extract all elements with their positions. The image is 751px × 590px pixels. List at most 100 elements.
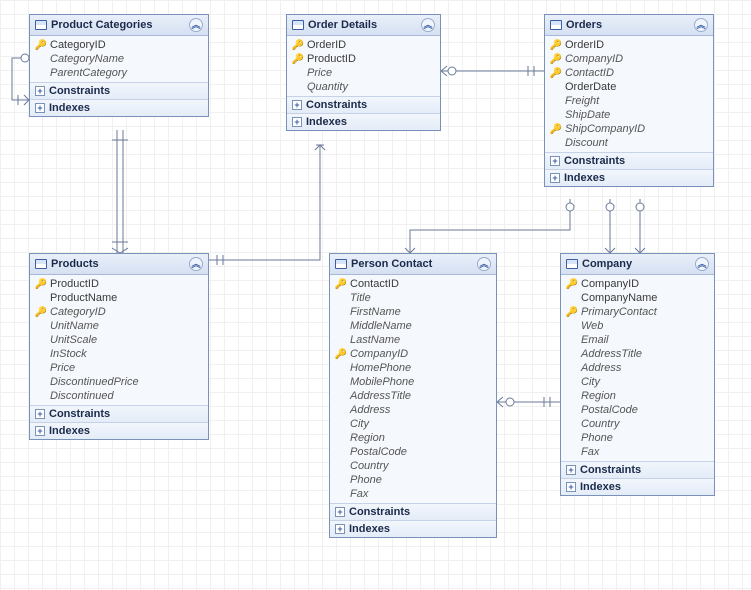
collapse-icon[interactable]: ︽ — [189, 18, 203, 32]
indexes-section[interactable]: +Indexes — [287, 113, 440, 130]
column-row[interactable]: PostalCode — [561, 403, 714, 417]
column-row[interactable]: Freight — [545, 94, 713, 108]
column-row[interactable]: CompanyName — [561, 291, 714, 305]
column-row[interactable]: Email — [561, 333, 714, 347]
column-row[interactable]: Price — [30, 361, 208, 375]
constraints-section[interactable]: +Constraints — [330, 503, 496, 520]
column-row[interactable]: 🔑ProductID — [30, 277, 208, 291]
constraints-section[interactable]: +Constraints — [561, 461, 714, 478]
entity-header[interactable]: Order Details︽ — [287, 15, 440, 36]
column-row[interactable]: FirstName — [330, 305, 496, 319]
expand-icon[interactable]: + — [566, 482, 576, 492]
column-row[interactable]: UnitName — [30, 319, 208, 333]
collapse-icon[interactable]: ︽ — [477, 257, 491, 271]
column-row[interactable]: OrderDate — [545, 80, 713, 94]
expand-icon[interactable]: + — [35, 409, 45, 419]
entity-header[interactable]: Orders︽ — [545, 15, 713, 36]
column-row[interactable]: AddressTitle — [330, 389, 496, 403]
column-row[interactable]: 🔑PrimaryContact — [561, 305, 714, 319]
column-row[interactable]: 🔑ContactID — [330, 277, 496, 291]
column-row[interactable]: 🔑CompanyID — [330, 347, 496, 361]
column-row[interactable]: Discontinued — [30, 389, 208, 403]
collapse-icon[interactable]: ︽ — [695, 257, 709, 271]
column-row[interactable]: AddressTitle — [561, 347, 714, 361]
entity-header[interactable]: Products︽ — [30, 254, 208, 275]
column-row[interactable]: LastName — [330, 333, 496, 347]
collapse-icon[interactable]: ︽ — [421, 18, 435, 32]
constraints-section[interactable]: +Constraints — [30, 82, 208, 99]
column-row[interactable]: Country — [561, 417, 714, 431]
indexes-section[interactable]: +Indexes — [561, 478, 714, 495]
column-row[interactable]: Quantity — [287, 80, 440, 94]
column-row[interactable]: 🔑ProductID — [287, 52, 440, 66]
entity-company[interactable]: Company︽ 🔑CompanyIDCompanyName🔑PrimaryCon… — [560, 253, 715, 496]
indexes-section[interactable]: +Indexes — [545, 169, 713, 186]
entity-order_details[interactable]: Order Details︽ 🔑OrderID🔑ProductIDPriceQua… — [286, 14, 441, 131]
column-row[interactable]: Fax — [330, 487, 496, 501]
column-row[interactable]: 🔑CompanyID — [545, 52, 713, 66]
column-row[interactable]: Fax — [561, 445, 714, 459]
expand-icon[interactable]: + — [335, 524, 345, 534]
expand-icon[interactable]: + — [292, 100, 302, 110]
column-row[interactable]: Region — [561, 389, 714, 403]
column-row[interactable]: 🔑CategoryID — [30, 38, 208, 52]
column-name: Title — [350, 292, 371, 304]
entity-orders[interactable]: Orders︽ 🔑OrderID🔑CompanyID🔑ContactIDOrder… — [544, 14, 714, 187]
column-row[interactable]: Region — [330, 431, 496, 445]
constraints-section[interactable]: +Constraints — [287, 96, 440, 113]
column-row[interactable]: City — [330, 417, 496, 431]
collapse-icon[interactable]: ︽ — [694, 18, 708, 32]
column-row[interactable]: Price — [287, 66, 440, 80]
primary-key-icon: 🔑 — [35, 279, 47, 290]
expand-icon[interactable]: + — [550, 156, 560, 166]
column-row[interactable]: MiddleName — [330, 319, 496, 333]
column-row[interactable]: Address — [330, 403, 496, 417]
expand-icon[interactable]: + — [35, 103, 45, 113]
column-icon-slot — [34, 67, 48, 79]
column-row[interactable]: Discount — [545, 136, 713, 150]
expand-icon[interactable]: + — [35, 86, 45, 96]
column-row[interactable]: CategoryName — [30, 52, 208, 66]
expand-icon[interactable]: + — [335, 507, 345, 517]
entity-product_categories[interactable]: Product Categories︽ 🔑CategoryIDCategoryNa… — [29, 14, 209, 117]
column-row[interactable]: PostalCode — [330, 445, 496, 459]
column-row[interactable]: Title — [330, 291, 496, 305]
column-row[interactable]: Country — [330, 459, 496, 473]
column-row[interactable]: ProductName — [30, 291, 208, 305]
entity-products[interactable]: Products︽ 🔑ProductIDProductName🔑CategoryI… — [29, 253, 209, 440]
column-row[interactable]: DiscontinuedPrice — [30, 375, 208, 389]
column-row[interactable]: City — [561, 375, 714, 389]
indexes-section[interactable]: +Indexes — [30, 422, 208, 439]
column-row[interactable]: Phone — [330, 473, 496, 487]
expand-icon[interactable]: + — [35, 426, 45, 436]
column-row[interactable]: 🔑CompanyID — [561, 277, 714, 291]
entity-header[interactable]: Person Contact︽ — [330, 254, 496, 275]
column-row[interactable]: 🔑CategoryID — [30, 305, 208, 319]
column-row[interactable]: Phone — [561, 431, 714, 445]
column-row[interactable]: HomePhone — [330, 361, 496, 375]
column-row[interactable]: 🔑ShipCompanyID — [545, 122, 713, 136]
column-row[interactable]: 🔑OrderID — [545, 38, 713, 52]
expand-icon[interactable]: + — [550, 173, 560, 183]
entity-header[interactable]: Company︽ — [561, 254, 714, 275]
entity-person_contact[interactable]: Person Contact︽🔑ContactIDTitleFirstNameM… — [329, 253, 497, 538]
column-row[interactable]: InStock — [30, 347, 208, 361]
column-row[interactable]: ParentCategory — [30, 66, 208, 80]
column-row[interactable]: ShipDate — [545, 108, 713, 122]
constraints-section[interactable]: +Constraints — [545, 152, 713, 169]
expand-icon[interactable]: + — [292, 117, 302, 127]
constraints-section[interactable]: +Constraints — [30, 405, 208, 422]
entity-header[interactable]: Product Categories︽ — [30, 15, 208, 36]
column-row[interactable]: Web — [561, 319, 714, 333]
column-row[interactable]: 🔑OrderID — [287, 38, 440, 52]
expand-icon[interactable]: + — [566, 465, 576, 475]
column-row[interactable]: 🔑ContactID — [545, 66, 713, 80]
indexes-section[interactable]: +Indexes — [330, 520, 496, 537]
column-row[interactable]: MobilePhone — [330, 375, 496, 389]
column-name: UnitName — [50, 320, 99, 332]
column-icon-slot — [34, 53, 48, 65]
column-row[interactable]: Address — [561, 361, 714, 375]
collapse-icon[interactable]: ︽ — [189, 257, 203, 271]
indexes-section[interactable]: +Indexes — [30, 99, 208, 116]
column-row[interactable]: UnitScale — [30, 333, 208, 347]
